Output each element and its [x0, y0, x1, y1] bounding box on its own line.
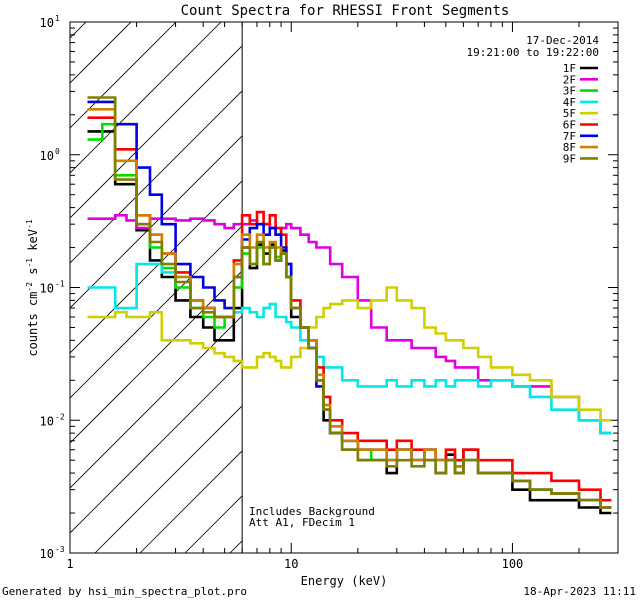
- time-range-label: 19:21:00 to 19:22:00: [467, 46, 599, 59]
- legend-label-4F: 4F: [563, 96, 576, 109]
- y-tick-exponent: -1: [55, 280, 65, 289]
- hatch-line: [70, 315, 243, 489]
- legend-label-3F: 3F: [563, 85, 576, 98]
- date-label: 17-Dec-2014: [526, 34, 599, 47]
- annotation-attenuator: Att A1, FDecim 1: [249, 516, 355, 529]
- hatch-line: [139, 450, 243, 553]
- hatch-line: [70, 45, 243, 219]
- ylabel-mid1: s: [26, 268, 40, 282]
- series-line-4F: [87, 262, 612, 435]
- hatch-line: [70, 22, 177, 129]
- y-tick-exponent: 0: [55, 147, 60, 156]
- hatch-line: [70, 22, 222, 174]
- y-axis-title: counts cm-2 s-1 keV-1: [25, 219, 40, 356]
- hatch-line: [70, 22, 132, 84]
- footer-timestamp: 18-Apr-2023 11:11: [523, 585, 636, 598]
- series-layer: [87, 96, 612, 515]
- series-line-2F: [87, 214, 612, 435]
- y-tick-label: 10: [40, 149, 54, 163]
- hatch-line: [320, 0, 640, 553]
- ylabel-exp1: -2: [25, 282, 34, 292]
- legend-label-8F: 8F: [563, 141, 576, 154]
- y-tick-label: 10: [40, 414, 54, 428]
- series-line-8F: [87, 108, 612, 509]
- hatch-line: [70, 22, 87, 39]
- ylabel-pre: counts cm: [26, 292, 40, 357]
- hatch-line: [70, 90, 243, 264]
- x-tick-label: 10: [284, 557, 298, 571]
- y-tick-exponent: -3: [55, 545, 65, 554]
- series-line-1F: [87, 130, 612, 515]
- chart-title: Count Spectra for RHESSI Front Segments: [181, 3, 510, 19]
- series-line-5F: [87, 286, 612, 422]
- legend-label-5F: 5F: [563, 107, 576, 120]
- legend-label-1F: 1F: [563, 62, 576, 75]
- series-line-9F: [87, 96, 612, 509]
- hatch-line: [70, 360, 243, 534]
- legend-label-9F: 9F: [563, 152, 576, 165]
- hatch-line: [70, 270, 243, 444]
- hatch-line: [365, 0, 640, 553]
- y-tick-label: 10: [40, 282, 54, 296]
- x-tick-label: 100: [502, 557, 524, 571]
- hatch-line: [94, 405, 243, 553]
- ylabel-exp3: -1: [25, 219, 34, 229]
- x-axis-title: Energy (keV): [301, 574, 388, 588]
- hatch-line: [0, 0, 110, 553]
- hatch-line: [275, 0, 640, 553]
- annotation-background: Includes Background: [249, 505, 375, 518]
- hatch-line: [70, 135, 243, 309]
- y-tick-exponent: -2: [55, 412, 65, 421]
- footer-generator: Generated by hsi_min_spectra_plot.pro: [2, 585, 247, 598]
- background-hatch-region: [0, 0, 640, 553]
- ylabel-mid2: keV: [26, 229, 40, 258]
- x-tick-label: 1: [66, 557, 73, 571]
- series-line-7F: [87, 100, 612, 509]
- legend-label-2F: 2F: [563, 73, 576, 86]
- y-tick-exponent: 1: [55, 14, 60, 23]
- legend-label-7F: 7F: [563, 130, 576, 143]
- legend-label-6F: 6F: [563, 119, 576, 132]
- series-line-6F: [87, 116, 612, 502]
- ylabel-exp2: -1: [25, 258, 34, 268]
- y-tick-label: 10: [40, 547, 54, 561]
- y-tick-label: 10: [40, 16, 54, 30]
- x-axis: 1 10 100: [66, 22, 619, 571]
- hatch-line: [70, 225, 243, 399]
